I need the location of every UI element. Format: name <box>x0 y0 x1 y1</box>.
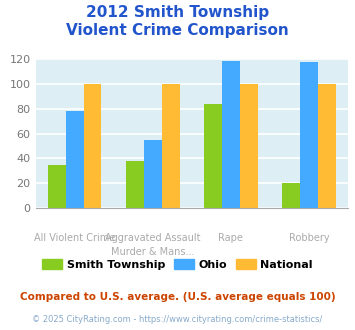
Bar <box>222 61 240 208</box>
Text: Rape: Rape <box>218 233 243 243</box>
Bar <box>204 104 222 208</box>
Text: All Violent Crime: All Violent Crime <box>34 233 115 243</box>
Legend: Smith Township, Ohio, National: Smith Township, Ohio, National <box>38 255 317 274</box>
Bar <box>66 112 83 208</box>
Text: Murder & Mans...: Murder & Mans... <box>111 247 195 257</box>
Text: © 2025 CityRating.com - https://www.cityrating.com/crime-statistics/: © 2025 CityRating.com - https://www.city… <box>32 315 323 324</box>
Text: 2012 Smith Township: 2012 Smith Township <box>86 5 269 20</box>
Bar <box>282 183 300 208</box>
Bar <box>162 84 180 208</box>
Text: Violent Crime Comparison: Violent Crime Comparison <box>66 23 289 38</box>
Bar <box>144 140 162 208</box>
Bar <box>48 165 66 208</box>
Bar <box>318 84 336 208</box>
Text: Robbery: Robbery <box>289 233 329 243</box>
Bar <box>300 62 318 208</box>
Text: Compared to U.S. average. (U.S. average equals 100): Compared to U.S. average. (U.S. average … <box>20 292 335 302</box>
Bar <box>83 84 102 208</box>
Text: Aggravated Assault: Aggravated Assault <box>105 233 201 243</box>
Bar <box>126 161 144 208</box>
Bar <box>240 84 258 208</box>
